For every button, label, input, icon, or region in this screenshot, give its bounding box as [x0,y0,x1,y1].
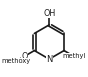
Text: OH: OH [43,9,55,18]
Text: methyl: methyl [62,53,86,59]
Text: methoxy: methoxy [2,58,31,64]
Text: O: O [21,52,27,61]
Text: N: N [46,55,52,64]
